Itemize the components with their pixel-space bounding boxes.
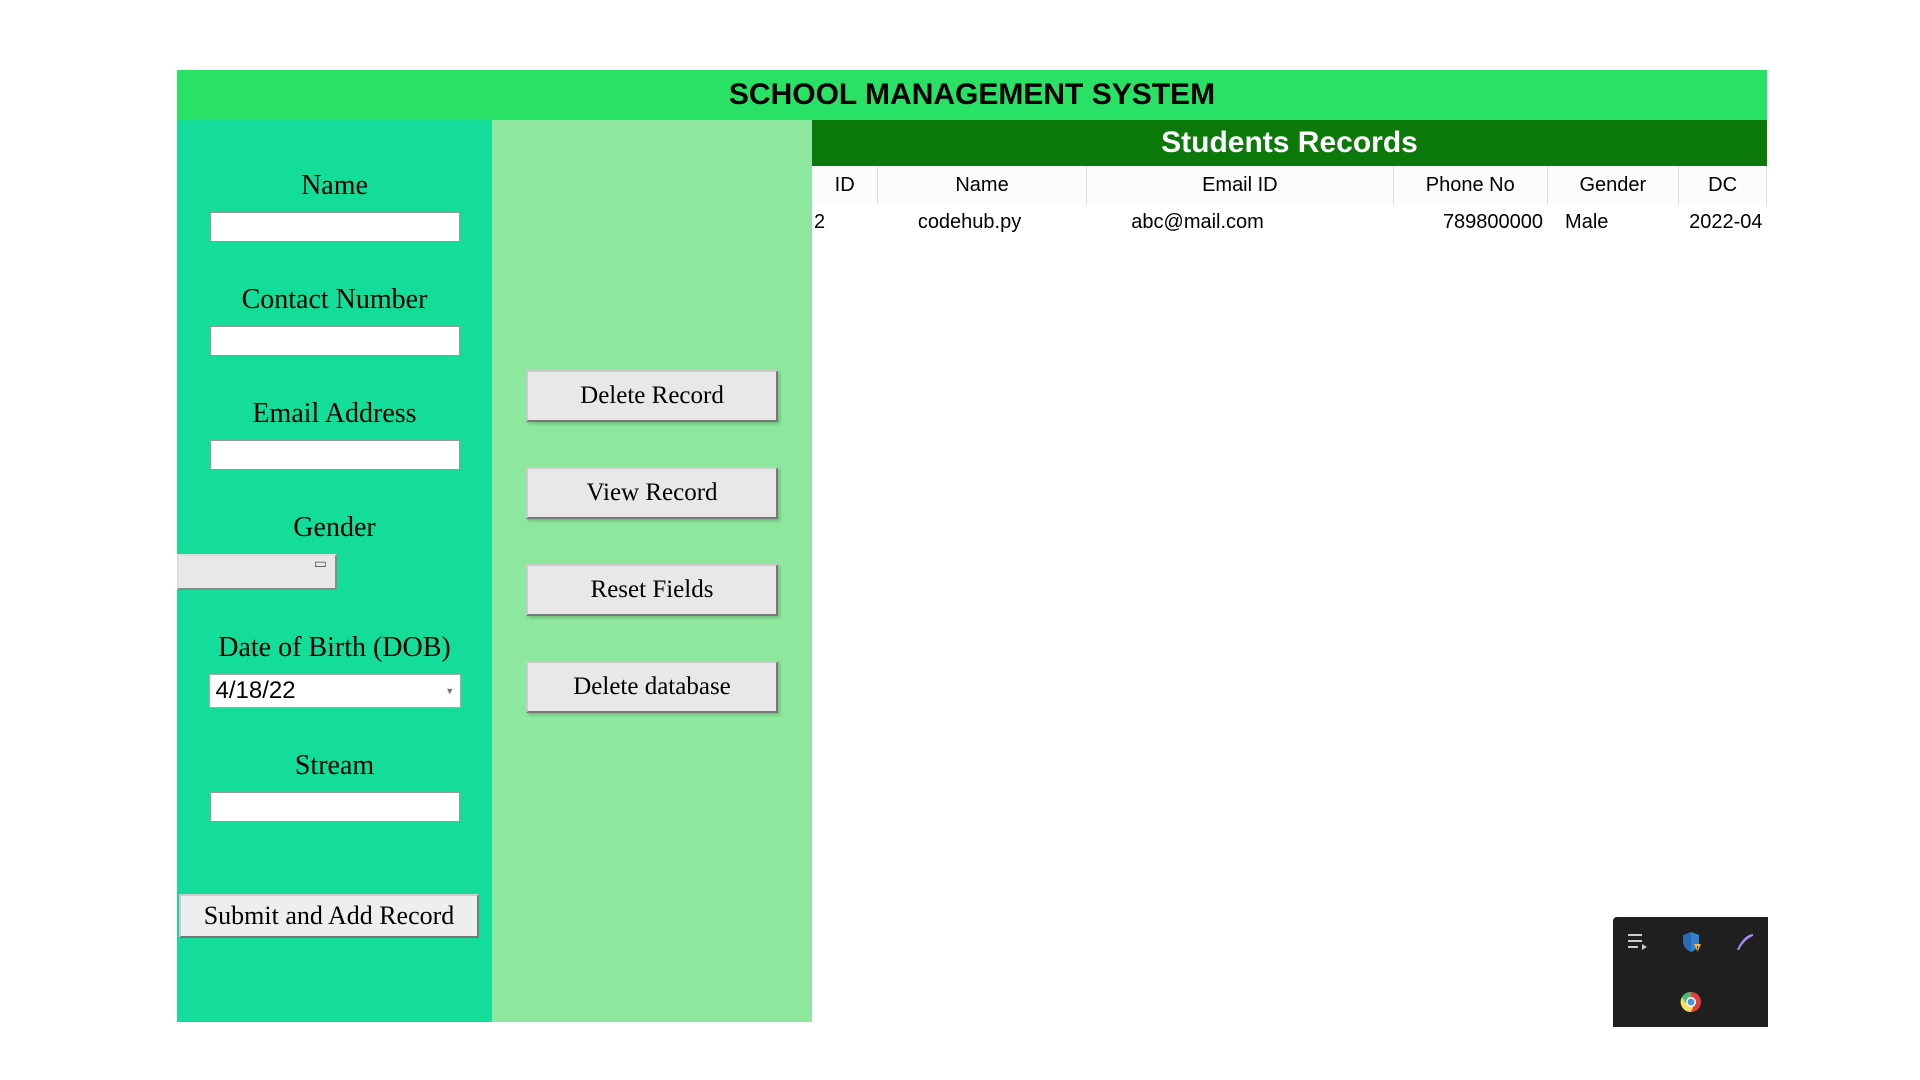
col-header-gender[interactable]: Gender [1547, 166, 1679, 205]
taskbar-fragment [1613, 917, 1768, 1027]
col-header-email[interactable]: Email ID [1086, 166, 1393, 205]
form-group-name: Name [177, 170, 492, 242]
app-window: SCHOOL MANAGEMENT SYSTEM Name Contact Nu… [177, 70, 1767, 1022]
cell-id: 2 [812, 205, 878, 240]
delete-database-button[interactable]: Delete database [526, 661, 778, 713]
form-group-contact: Contact Number [177, 284, 492, 356]
dob-label: Date of Birth (DOB) [177, 632, 492, 664]
col-header-id[interactable]: ID [812, 166, 878, 205]
col-header-phone[interactable]: Phone No [1393, 166, 1547, 205]
email-input[interactable] [210, 440, 460, 470]
gender-dropdown[interactable]: ▭ [177, 554, 337, 590]
records-table: ID Name Email ID Phone No Gender DC 2 co… [812, 166, 1767, 240]
queue-icon[interactable] [1625, 930, 1649, 954]
gender-label: Gender [177, 512, 492, 544]
stream-label: Stream [177, 750, 492, 782]
reset-fields-button[interactable]: Reset Fields [526, 564, 778, 616]
name-label: Name [177, 170, 492, 202]
chevron-down-icon[interactable]: ▾ [447, 685, 453, 698]
cell-phone: 789800000 [1393, 205, 1547, 240]
table-header-row: ID Name Email ID Phone No Gender DC [812, 166, 1767, 205]
form-group-dob: Date of Birth (DOB) ▾ [177, 632, 492, 708]
contact-label: Contact Number [177, 284, 492, 316]
cell-email: abc@mail.com [1086, 205, 1393, 240]
dob-input[interactable] [209, 674, 461, 708]
col-header-name[interactable]: Name [878, 166, 1086, 205]
contact-input[interactable] [210, 326, 460, 356]
records-panel: Students Records ID Name Email ID Phone … [812, 120, 1767, 1022]
delete-record-button[interactable]: Delete Record [526, 370, 778, 422]
form-group-stream: Stream [177, 750, 492, 822]
cell-dob: 2022-04 [1679, 205, 1767, 240]
email-label: Email Address [177, 398, 492, 430]
col-header-dob[interactable]: DC [1679, 166, 1767, 205]
form-panel: Name Contact Number Email Address Gender… [177, 120, 492, 1022]
actions-panel: Delete Record View Record Reset Fields D… [492, 120, 812, 1022]
app-title: SCHOOL MANAGEMENT SYSTEM [177, 70, 1767, 120]
records-header: Students Records [812, 120, 1767, 166]
main-content: Name Contact Number Email Address Gender… [177, 120, 1767, 1022]
form-group-email: Email Address [177, 398, 492, 470]
submit-button[interactable]: Submit and Add Record [179, 894, 479, 938]
feather-icon[interactable] [1733, 930, 1757, 954]
dropdown-arrow-icon: ▭ [314, 557, 327, 572]
view-record-button[interactable]: View Record [526, 467, 778, 519]
cell-name: codehub.py [878, 205, 1086, 240]
table-row[interactable]: 2 codehub.py abc@mail.com 789800000 Male… [812, 205, 1767, 240]
shield-warning-icon[interactable] [1679, 930, 1703, 954]
cell-gender: Male [1547, 205, 1679, 240]
form-group-gender: Gender ▭ [177, 512, 492, 590]
chrome-icon[interactable] [1679, 990, 1703, 1014]
name-input[interactable] [210, 212, 460, 242]
stream-input[interactable] [210, 792, 460, 822]
